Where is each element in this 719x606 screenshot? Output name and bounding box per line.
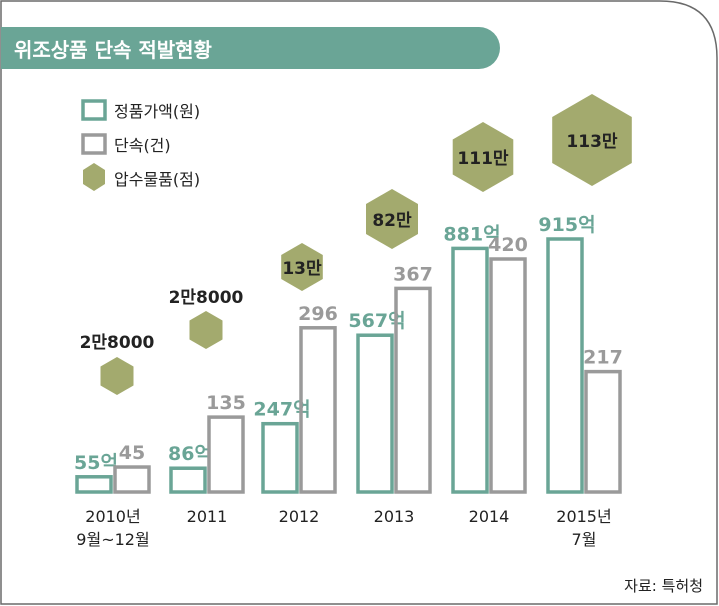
legend-swatch-seized xyxy=(83,163,105,191)
label-crackdown-4: 420 xyxy=(488,234,528,256)
legend: 정품가액(원) 단속(건) 압수물품(점) xyxy=(81,99,200,191)
seized-hexagon-2 xyxy=(281,243,323,291)
bar-genuine-5 xyxy=(546,237,584,494)
label-genuine-1: 86억 xyxy=(168,443,212,465)
seized-hexagon-5 xyxy=(552,94,632,186)
bar-genuine-0 xyxy=(75,475,113,494)
seized-markers-group: 2만8000 2만8000 13만 82만 111만 113만 xyxy=(80,94,632,395)
label-crackdown-2: 296 xyxy=(298,303,338,325)
bar-crackdown-5 xyxy=(584,369,622,494)
bar-crackdown-3 xyxy=(394,286,432,494)
bar-genuine-2 xyxy=(261,421,299,494)
bar-crackdown-0 xyxy=(113,465,151,494)
x-tick-label-0-0: 2010년 xyxy=(85,507,140,526)
legend-label-seized: 압수물품(점) xyxy=(114,170,200,189)
label-genuine-4: 881억 xyxy=(443,223,500,245)
legend-swatch-crackdown xyxy=(81,133,107,155)
legend-label-genuine: 정품가액(원) xyxy=(114,102,200,121)
label-genuine-2: 247억 xyxy=(253,399,310,421)
seized-hexagon-1 xyxy=(189,311,223,349)
legend-label-crackdown: 단속(건) xyxy=(114,136,171,155)
label-crackdown-0: 45 xyxy=(119,442,145,464)
label-crackdown-3: 367 xyxy=(393,263,433,285)
label-seized-1: 2만8000 xyxy=(169,288,244,308)
source-note: 자료: 특허청 xyxy=(624,577,703,595)
bar-crackdown-1 xyxy=(207,415,245,494)
bar-genuine-3 xyxy=(356,333,394,494)
label-crackdown-5: 217 xyxy=(583,347,623,369)
x-tick-label-1-0: 2011 xyxy=(187,507,228,526)
title-bar xyxy=(1,27,500,69)
label-genuine-0: 55억 xyxy=(74,452,118,474)
x-tick-label-0-1: 9월~12월 xyxy=(76,530,149,549)
label-genuine-5: 915억 xyxy=(538,214,595,236)
label-genuine-3: 567억 xyxy=(348,310,405,332)
legend-swatch-genuine xyxy=(81,99,107,121)
bar-genuine-1 xyxy=(169,466,207,494)
label-seized-0: 2만8000 xyxy=(80,333,155,353)
label-seized-2: 13만 xyxy=(282,259,322,279)
x-tick-label-5-1: 7월 xyxy=(572,530,597,549)
bar-genuine-4 xyxy=(451,246,489,494)
seized-hexagon-0 xyxy=(100,357,134,395)
label-seized-3: 82만 xyxy=(372,211,412,231)
bar-crackdown-4 xyxy=(489,257,527,494)
x-axis-ticks: 2010년 9월~12월 2011 2012 2013 2014 2015년 7월 xyxy=(76,507,611,549)
chart-title: 위조상품 단속 적발현황 xyxy=(14,38,213,62)
label-seized-4: 111만 xyxy=(457,149,508,169)
x-tick-label-3-0: 2013 xyxy=(374,507,415,526)
label-crackdown-1: 135 xyxy=(206,392,246,414)
bar-crackdown-2 xyxy=(299,326,337,494)
x-tick-label-4-0: 2014 xyxy=(469,507,510,526)
label-seized-5: 113만 xyxy=(566,132,617,152)
seized-hexagon-4 xyxy=(452,122,514,192)
x-tick-label-5-0: 2015년 xyxy=(556,507,611,526)
x-tick-label-2-0: 2012 xyxy=(279,507,320,526)
seized-hexagon-3 xyxy=(366,189,418,249)
